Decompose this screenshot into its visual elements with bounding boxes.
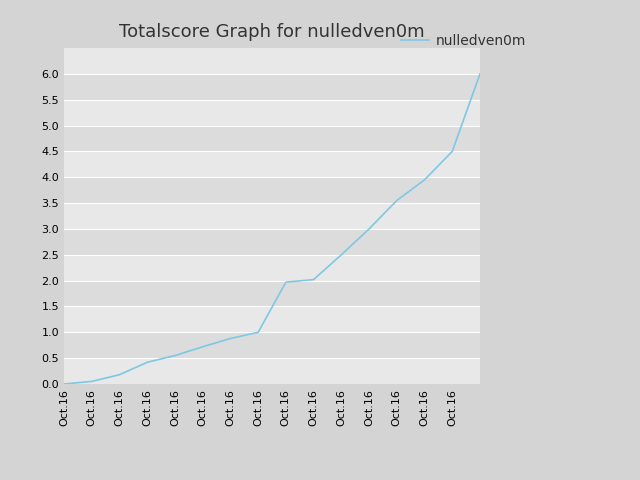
nulledven0m	[88, 379, 95, 384]
Bar	[64, 229, 480, 255]
nulledven0m	[116, 372, 124, 378]
nulledven0m	[171, 353, 179, 359]
nulledven0m	[143, 360, 151, 365]
nulledven0m	[254, 329, 262, 335]
nulledven0m	[199, 344, 207, 349]
nulledven0m	[365, 226, 373, 232]
Bar	[64, 74, 480, 100]
Title: Totalscore Graph for nulledven0m: Totalscore Graph for nulledven0m	[119, 23, 425, 41]
nulledven0m	[310, 276, 317, 282]
Bar	[64, 126, 480, 151]
Bar	[64, 358, 480, 384]
Bar	[64, 332, 480, 358]
nulledven0m	[282, 279, 290, 285]
nulledven0m	[60, 381, 68, 387]
Bar	[64, 281, 480, 306]
Legend: nulledven0m: nulledven0m	[396, 28, 532, 53]
nulledven0m	[227, 336, 234, 341]
nulledven0m	[476, 71, 484, 77]
nulledven0m	[393, 198, 401, 204]
Bar	[64, 203, 480, 229]
nulledven0m	[449, 148, 456, 154]
nulledven0m	[420, 177, 428, 183]
Bar	[64, 151, 480, 177]
Bar	[64, 100, 480, 126]
nulledven0m	[337, 252, 345, 258]
Bar	[64, 306, 480, 332]
Bar	[64, 177, 480, 203]
Line: nulledven0m: nulledven0m	[64, 74, 480, 384]
Bar	[64, 255, 480, 281]
